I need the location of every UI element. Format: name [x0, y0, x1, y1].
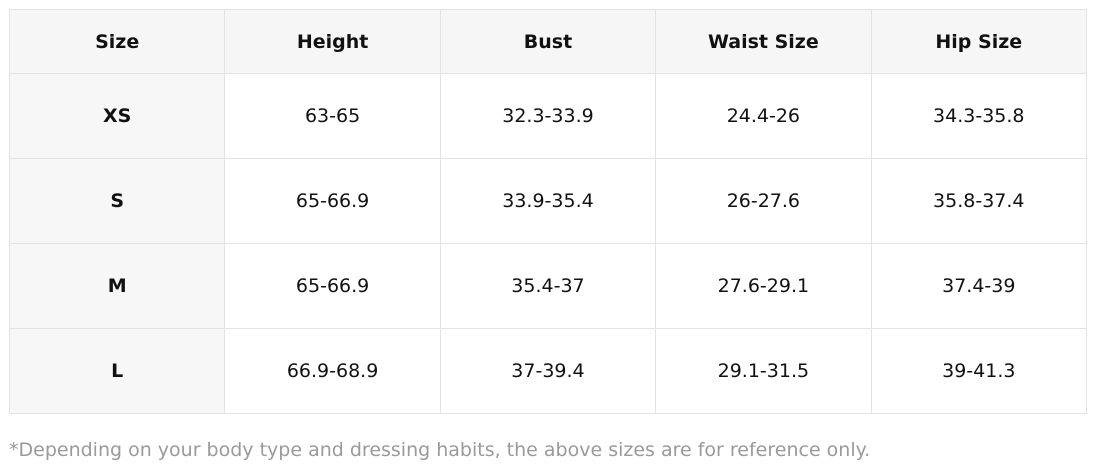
table-cell: 39-41.3: [870, 328, 1088, 414]
table-cell: 37-39.4: [439, 328, 657, 414]
table-cell: 27.6-29.1: [655, 243, 872, 329]
table-cell: 65-66.9: [224, 158, 441, 244]
header-cell: Waist Size: [655, 9, 872, 74]
header-cell: Height: [224, 9, 441, 74]
size-cell: M: [8, 243, 226, 329]
table-cell: 24.4-26: [655, 73, 872, 159]
table-cell: 29.1-31.5: [655, 328, 872, 414]
table-row: L 66.9-68.9 37-39.4 29.1-31.5 39-41.3: [8, 328, 1088, 414]
table-body: XS 63-65 32.3-33.9 24.4-26 34.3-35.8 S 65-66.9…: [8, 73, 1088, 414]
header-row: Size Height Bust Waist Size Hip Size: [8, 9, 1088, 74]
table-row: M 65-66.9 35.4-37 27.6-29.1 37.4-39: [8, 243, 1088, 329]
table-cell: 35.4-37: [439, 243, 657, 329]
table-cell: 34.3-35.8: [870, 73, 1088, 159]
header-cell: Size: [8, 9, 226, 74]
table-cell: 63-65: [224, 73, 441, 159]
table-cell: 35.8-37.4: [870, 158, 1088, 244]
table-cell: 32.3-33.9: [439, 73, 657, 159]
size-cell: S: [8, 158, 226, 244]
table-cell: 26-27.6: [655, 158, 872, 244]
header-cell: Bust: [439, 9, 657, 74]
footnote: *Depending on your body type and dressin…: [9, 439, 871, 461]
table-cell: 65-66.9: [224, 243, 441, 329]
size-cell: XS: [8, 73, 226, 159]
size-cell: L: [8, 328, 226, 414]
header-cell: Hip Size: [870, 9, 1088, 74]
table-cell: 37.4-39: [870, 243, 1088, 329]
table-cell: 66.9-68.9: [224, 328, 441, 414]
table-cell: 33.9-35.4: [439, 158, 657, 244]
size-table: Size Height Bust Waist Size Hip Size XS 63-65…: [8, 9, 1088, 414]
table-row: S 65-66.9 33.9-35.4 26-27.6 35.8-37.4: [8, 158, 1088, 244]
table-header: Size Height Bust Waist Size Hip Size: [8, 9, 1088, 74]
table-row: XS 63-65 32.3-33.9 24.4-26 34.3-35.8: [8, 73, 1088, 159]
